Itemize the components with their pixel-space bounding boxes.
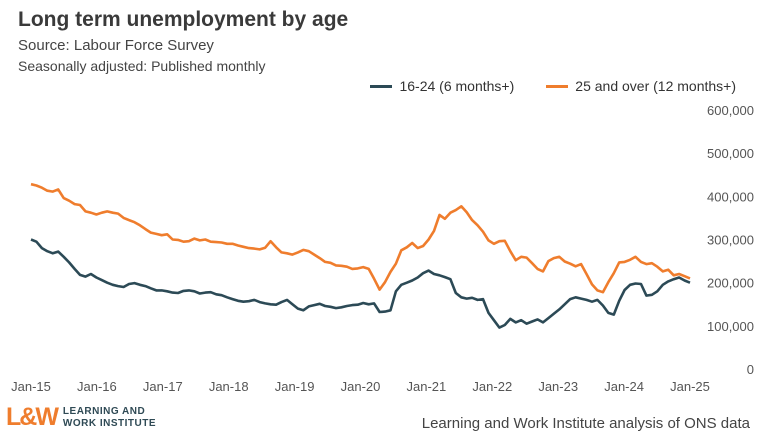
legend-swatch-25-over — [546, 84, 569, 88]
series-line-16-24 — [30, 238, 691, 329]
x-tick-label: Jan-25 — [670, 379, 710, 394]
x-tick-label: Jan-21 — [407, 379, 447, 394]
legend: 16-24 (6 months+) 25 and over (12 months… — [370, 78, 736, 94]
logo-line2: WORK INSTITUTE — [62, 417, 157, 429]
logo-text: LEARNING AND WORK INSTITUTE — [63, 406, 156, 430]
x-tick-label: Jan-15 — [11, 379, 51, 394]
footer-source: Learning and Work Institute analysis of … — [421, 415, 750, 432]
logo-line1: LEARNING AND — [62, 405, 146, 417]
y-tick-label: 0 — [747, 362, 754, 377]
chart-subtitle: Source: Labour Force Survey — [18, 37, 214, 54]
y-tick-label: 500,000 — [707, 146, 754, 161]
y-tick-label: 300,000 — [707, 233, 754, 248]
chart-note: Seasonally adjusted: Published monthly — [18, 58, 266, 74]
x-tick-label: Jan-22 — [472, 379, 512, 394]
y-tick-label: 400,000 — [707, 189, 754, 204]
legend-item-16-24: 16-24 (6 months+) — [370, 78, 514, 94]
y-tick-label: 100,000 — [707, 319, 754, 334]
x-tick-label: Jan-24 — [604, 379, 644, 394]
x-tick-label: Jan-20 — [341, 379, 381, 394]
x-tick-label: Jan-18 — [209, 379, 249, 394]
legend-swatch-16-24 — [370, 84, 393, 88]
x-tick-label: Jan-19 — [275, 379, 315, 394]
x-tick-label: Jan-16 — [77, 379, 117, 394]
y-tick-label: 200,000 — [707, 276, 754, 291]
logo-mark: L&W — [6, 403, 59, 431]
legend-label-16-24: 16-24 (6 months+) — [399, 78, 515, 94]
series-line-25-over — [30, 182, 691, 294]
x-tick-label: Jan-17 — [143, 379, 183, 394]
legend-label-25-over: 25 and over (12 months+) — [575, 78, 736, 94]
x-tick-label: Jan-23 — [538, 379, 578, 394]
logo: L&W LEARNING AND WORK INSTITUTE — [6, 403, 156, 432]
chart-title: Long term unemployment by age — [18, 8, 349, 31]
y-tick-label: 600,000 — [707, 103, 754, 118]
legend-item-25-over: 25 and over (12 months+) — [546, 78, 736, 94]
